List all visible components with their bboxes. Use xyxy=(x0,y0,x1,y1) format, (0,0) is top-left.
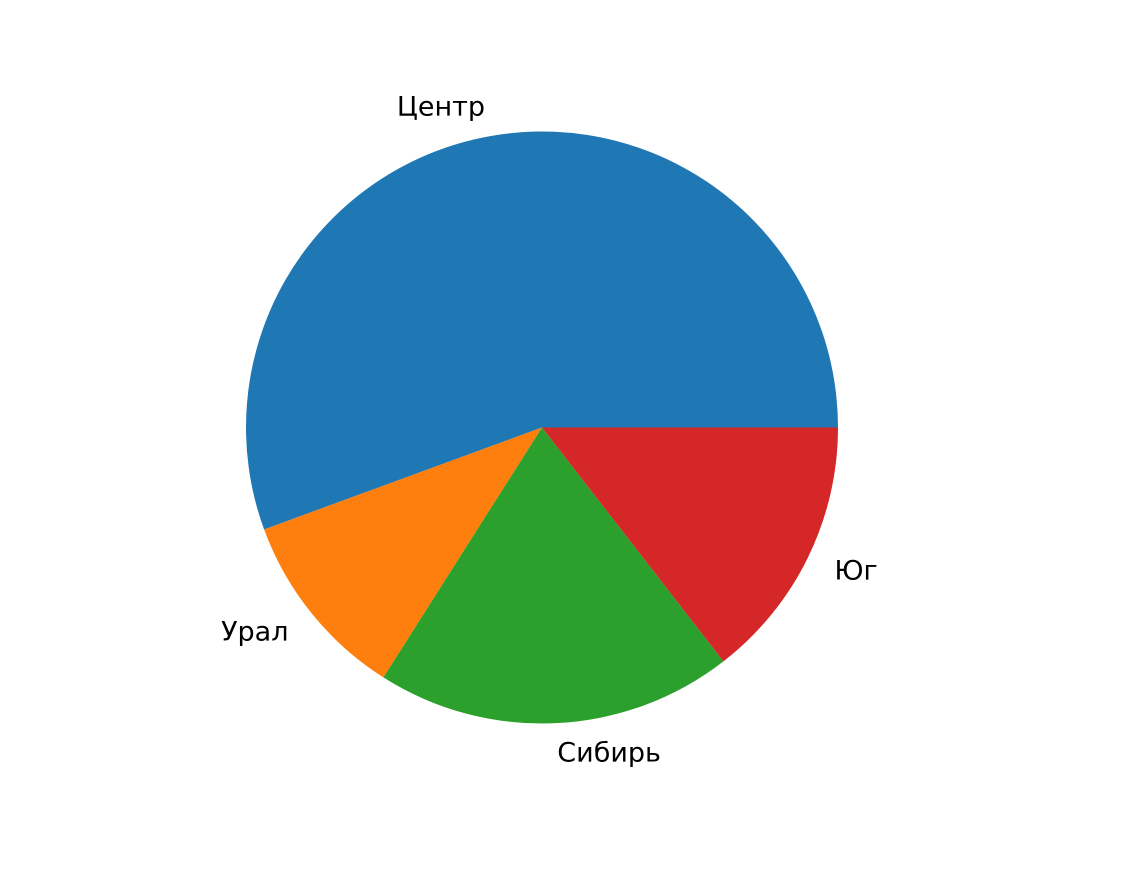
pie-label-centr: Центр xyxy=(396,91,485,123)
pie-slice-sibir xyxy=(383,427,724,724)
pie-label-yug: Юг xyxy=(834,555,878,587)
pie-label-ural: Урал xyxy=(221,616,289,648)
pie-slice-ural xyxy=(264,427,542,678)
pie-slice-yug xyxy=(542,427,838,662)
pie-slice-centr xyxy=(246,131,838,530)
pie-label-sibir: Сибирь xyxy=(557,737,661,769)
